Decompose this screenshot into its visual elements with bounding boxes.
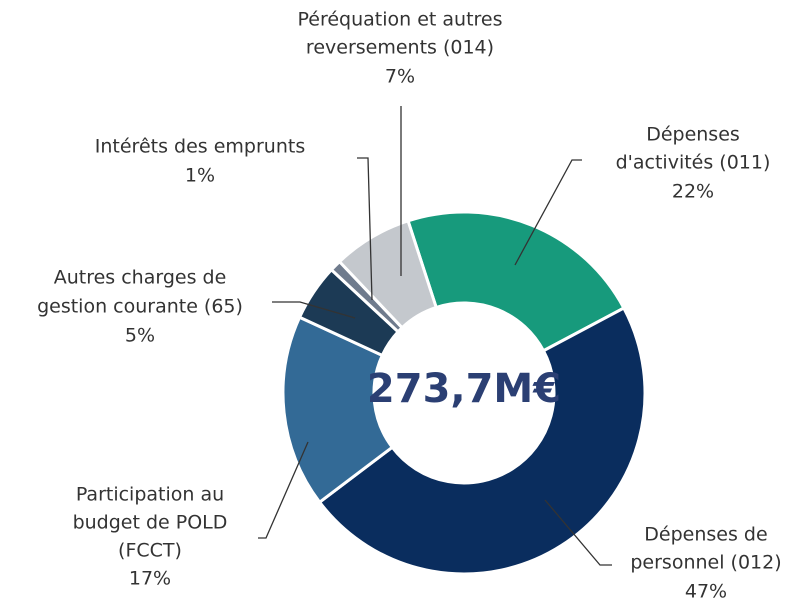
value-label: 22% bbox=[672, 181, 714, 203]
leader-line bbox=[272, 301, 356, 319]
donut-slice bbox=[317, 305, 647, 576]
slice-label: personnel (012) bbox=[630, 552, 781, 574]
leader-line bbox=[514, 159, 582, 266]
slice-label: (FCCT) bbox=[118, 540, 182, 562]
leader-line bbox=[544, 499, 612, 566]
donut-slice bbox=[406, 210, 626, 353]
value-label: 17% bbox=[129, 568, 171, 590]
slice-label: Péréquation et autres bbox=[297, 9, 502, 31]
slice-label: d'activités (011) bbox=[616, 152, 771, 174]
slice-label: gestion courante (65) bbox=[37, 296, 243, 318]
slice-label: Dépenses de bbox=[644, 524, 767, 546]
value-label: 47% bbox=[685, 581, 727, 602]
value-label: 1% bbox=[185, 165, 215, 187]
slice-label: Autres charges de bbox=[54, 267, 227, 289]
slice-label: Dépenses bbox=[646, 124, 740, 146]
value-label: 7% bbox=[385, 66, 415, 88]
donut-slice bbox=[281, 315, 395, 505]
slice-label: Intérêts des emprunts bbox=[95, 136, 305, 158]
slice-label: budget de POLD bbox=[73, 512, 228, 534]
leader-line bbox=[258, 441, 309, 539]
slice-label: reversements (014) bbox=[306, 37, 494, 59]
value-label: 5% bbox=[125, 325, 155, 347]
donut-slice bbox=[337, 218, 439, 330]
slice-label: Participation au bbox=[76, 484, 224, 506]
leader-line bbox=[357, 157, 373, 301]
center-label: 273,7M€ bbox=[367, 366, 561, 412]
